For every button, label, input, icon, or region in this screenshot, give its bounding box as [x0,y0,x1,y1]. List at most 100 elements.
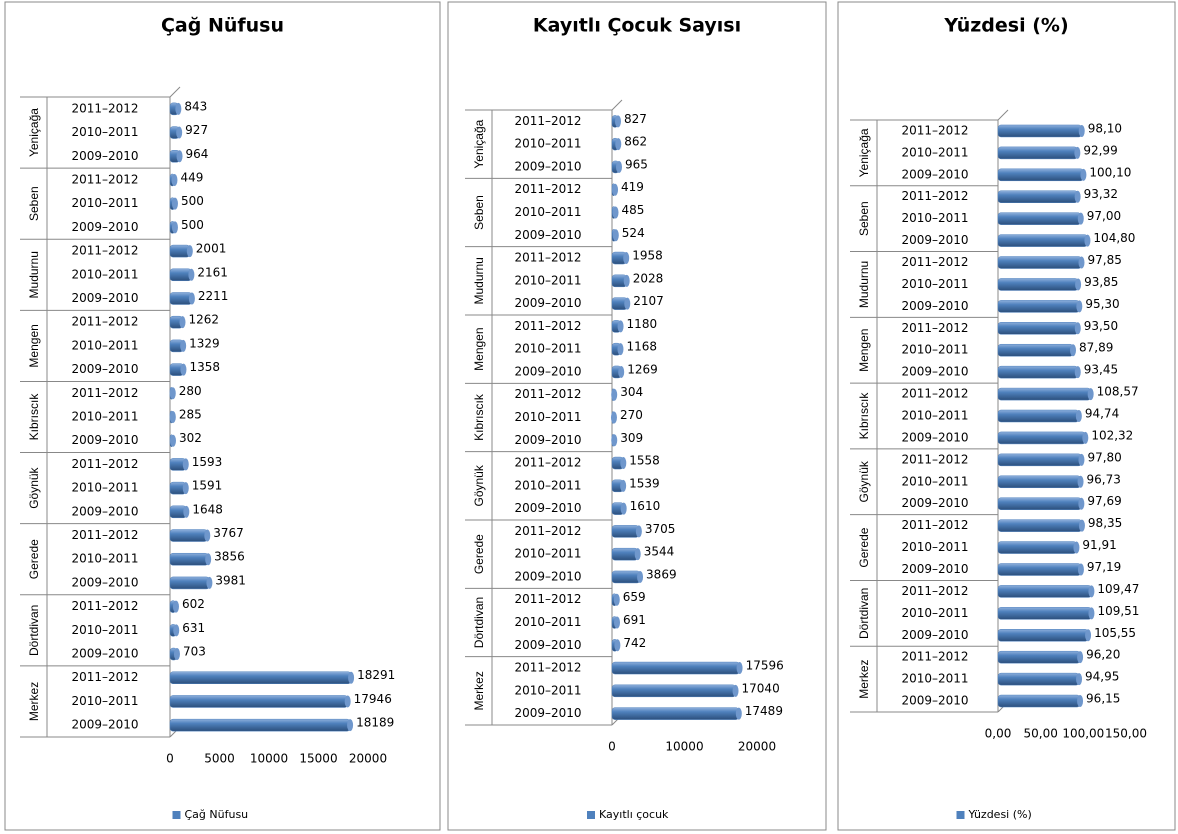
bar [169,695,348,708]
y-tick-label: 2011–2012 [71,528,138,542]
y-tick-label: 2010–2011 [901,145,968,159]
bar-cap [623,274,630,287]
bar [997,650,1081,664]
bar-cap [173,624,180,637]
bar-cap [1075,278,1082,291]
y-tick-label: 2010–2011 [514,683,581,697]
y-tick-label: 2009–2010 [514,228,581,242]
y-tick-label: 2010–2011 [71,196,138,210]
bar [997,234,1088,247]
bar [997,300,1080,313]
y-tick-label: 2010–2011 [514,410,581,424]
data-label: 109,51 [1097,604,1139,618]
y-tick-label: 2011–2012 [71,172,138,186]
data-label: 98,10 [1088,121,1122,135]
bar-cap [1078,519,1085,532]
y-tick-label: 2011–2012 [514,592,581,606]
y-tick-label: 2010–2011 [901,343,968,357]
y-tick-label: 2009–2010 [901,233,968,247]
data-label: 304 [620,385,643,399]
bar-cap [1077,651,1084,664]
data-label: 93,50 [1084,319,1118,333]
chart-title: Çağ Nüfusu [161,15,284,37]
bar [997,190,1078,203]
y-tick-label: 2010–2011 [901,540,968,554]
y-tick-label: 2011–2012 [71,315,138,329]
data-label: 17596 [746,659,784,673]
data-label: 109,47 [1097,582,1139,596]
bar-cap [735,707,742,720]
bar-cap [175,102,182,115]
y-tick-label: 2011–2012 [514,661,581,675]
bar-cap [637,570,644,583]
y-tick-label: 2009–2010 [71,433,138,447]
bar-cap [182,482,189,495]
x-tick-label: 5000 [204,752,235,766]
y-tick-label: 2009–2010 [901,365,968,379]
group-label: Gerede [857,527,871,567]
x-tick-label: 0 [608,740,616,754]
data-label: 95,30 [1085,297,1119,311]
group-label: Mudurnu [472,257,486,304]
data-label: 1262 [188,313,219,327]
group-label: Dörtdivan [27,605,41,656]
bar [997,343,1074,357]
bar-cap [344,695,351,708]
bar [169,671,352,684]
bar-cap [205,553,212,566]
data-label: 419 [621,180,644,194]
y-tick-label: 2011–2012 [514,387,581,401]
data-label: 1168 [626,340,657,354]
data-label: 97,85 [1087,253,1121,267]
y-tick-label: 2009–2010 [71,575,138,589]
y-tick-label: 2009–2010 [71,718,138,732]
bar-cap [620,479,627,492]
group-label: Mengen [27,324,41,367]
y-tick-label: 2010–2011 [514,137,581,151]
group-label: Yeniçağa [472,119,486,168]
group-label: Yeniçağa [857,128,871,177]
y-tick-label: 2010–2011 [514,478,581,492]
bar-cap [1077,695,1084,708]
bar-cap [614,115,621,128]
data-label: 94,95 [1085,670,1119,684]
data-label: 602 [182,597,205,611]
bar-cap [169,387,176,400]
x-tick-label: 10000 [665,740,703,754]
data-label: 1180 [627,317,658,331]
bar-cap [188,292,195,305]
bar [611,707,740,720]
data-label: 18189 [356,716,394,730]
data-label: 631 [182,621,205,635]
bar-cap [171,221,178,234]
y-tick-label: 2011–2012 [514,251,581,265]
bar-cap [1082,431,1089,444]
bar-cap [624,297,631,310]
y-tick-label: 2010–2011 [71,552,138,566]
y-tick-label: 2011–2012 [901,255,968,269]
data-label: 524 [622,226,645,240]
y-tick-label: 2011–2012 [71,244,138,258]
bar [169,576,210,590]
chart-title: Yüzdesi (%) [943,15,1068,37]
y-tick-label: 2010–2011 [71,125,138,139]
y-tick-label: 2009–2010 [514,159,581,173]
group-label: Dörtdivan [472,597,486,648]
data-label: 93,32 [1084,187,1118,201]
legend-swatch [172,811,181,819]
y-tick-label: 2010–2011 [71,481,138,495]
bar [997,168,1084,182]
bar-cap [1078,453,1085,466]
y-tick-label: 2010–2011 [901,606,968,620]
group-label: Dörtdivan [857,588,871,639]
data-label: 964 [186,147,209,161]
group-label: Merkez [27,682,41,721]
bar-cap [169,411,176,423]
group-label: Göynük [27,466,41,508]
bar-cap [183,505,190,518]
bar-cap [1077,563,1084,576]
bar [997,672,1080,686]
y-tick-label: 2009–2010 [514,296,581,310]
group-label: Mengen [472,327,486,370]
bar-cap [179,316,186,329]
